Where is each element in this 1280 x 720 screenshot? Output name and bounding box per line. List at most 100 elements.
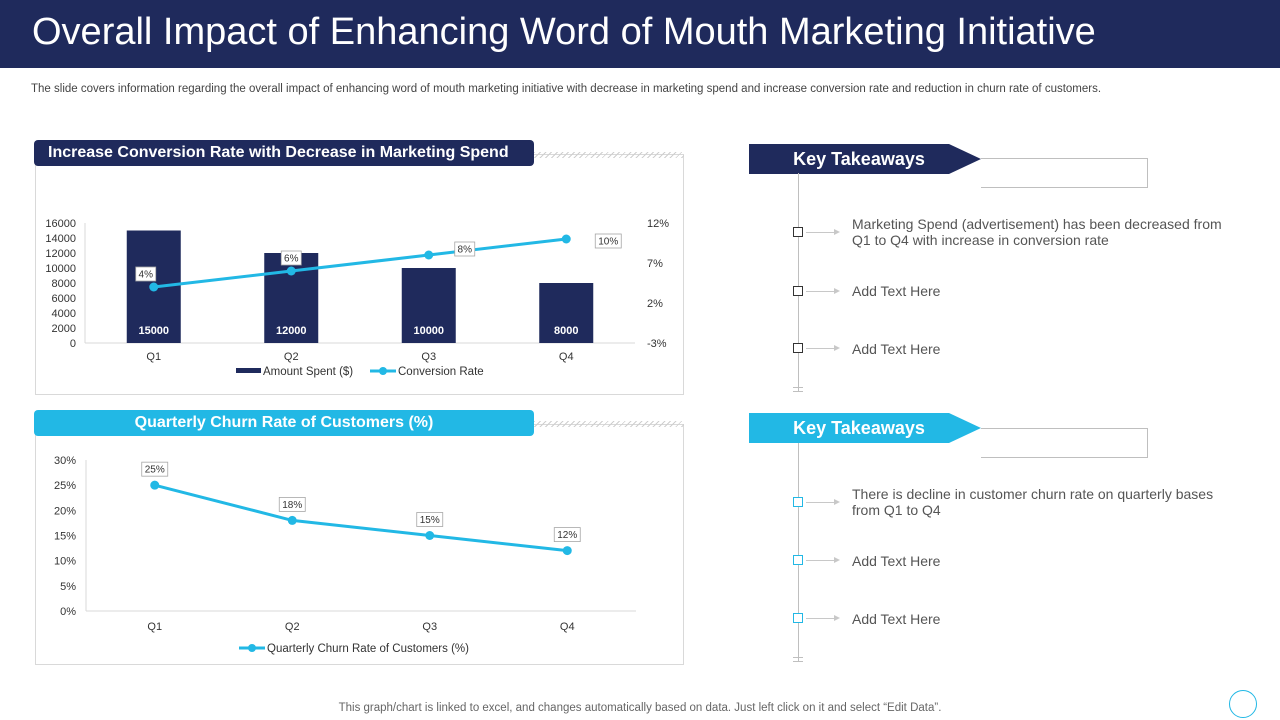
legend-label-conversion: Conversion Rate <box>398 366 484 378</box>
takeaways-2-bullet <box>793 613 803 623</box>
y-tick-label: 0 <box>70 338 76 350</box>
takeaways-2-bullet <box>793 497 803 507</box>
churn-data-label: 18% <box>282 500 302 511</box>
churn-rate-line <box>154 483 568 553</box>
conversion-data-label: 10% <box>598 237 618 248</box>
arrow-right-icon <box>806 288 840 294</box>
takeaways-1-bullet <box>793 343 803 353</box>
y-tick-label: 5% <box>60 581 76 593</box>
x-tick-label: Q1 <box>147 621 162 633</box>
churn-data-label: 15% <box>420 515 440 526</box>
conversion-point <box>149 282 159 292</box>
bar-value-label: 10000 <box>413 325 444 337</box>
page-subtitle: The slide covers information regarding t… <box>31 83 1102 95</box>
legend-marker-conversion <box>379 367 387 375</box>
churn-data-label: 12% <box>557 530 577 541</box>
takeaways-2-bullet <box>793 555 803 565</box>
bar <box>539 283 594 343</box>
takeaways-1-end-tick <box>793 387 803 388</box>
arrow-right-icon <box>806 615 840 621</box>
conversion-rate-line <box>153 237 567 289</box>
x-tick-label: Q3 <box>421 351 436 363</box>
x-tick-label: Q4 <box>560 621 575 633</box>
legend-swatch-amount <box>236 368 261 373</box>
legend-label-amount: Amount Spent ($) <box>263 366 353 378</box>
takeaways-2-frame <box>981 428 1148 458</box>
bar <box>401 268 456 343</box>
legend-marker-churn <box>248 644 256 652</box>
takeaways-2-connector <box>798 443 799 661</box>
x-tick-label: Q2 <box>285 621 300 633</box>
churn-data-label-box <box>416 512 444 527</box>
combo-chart: 0 2000 4000 6000 8000 10000 12000 14000 16000 -3%… <box>45 218 669 378</box>
churn-point <box>425 531 435 540</box>
y2-tick-label: 7% <box>647 258 663 270</box>
y-tick-label: 6000 <box>52 293 76 305</box>
conversion-point <box>561 234 571 244</box>
legend-label-churn: Quarterly Churn Rate of Customers (%) <box>267 643 469 655</box>
circle-icon <box>1229 690 1257 718</box>
x-tick-label: Q1 <box>146 351 161 363</box>
takeaways-2-end-tick <box>793 661 803 662</box>
takeaways-2-item-3: Add Text Here <box>852 611 941 627</box>
takeaways-1-bullet <box>793 286 803 296</box>
chart-2-title: Quarterly Churn Rate of Customers (%) <box>34 410 534 436</box>
conversion-data-label: 4% <box>139 270 154 281</box>
takeaways-2-heading: Key Takeaways <box>749 413 981 443</box>
conversion-point <box>424 250 434 260</box>
y-tick-label: 16000 <box>45 218 76 230</box>
takeaways-1-heading: Key Takeaways <box>749 144 981 174</box>
churn-data-label-box <box>278 497 306 512</box>
page-title: Overall Impact of Enhancing Word of Mout… <box>32 11 1096 53</box>
takeaways-2-item-1: There is decline in customer churn rate … <box>852 486 1214 518</box>
x-tick-label: Q3 <box>422 621 437 633</box>
bar-value-label: 12000 <box>276 325 307 337</box>
x-tick-label: Q2 <box>284 351 299 363</box>
churn-data-label-box <box>141 461 169 477</box>
conversion-data-label-box <box>454 241 476 257</box>
churn-data-label-box <box>553 527 581 542</box>
y-tick-label: 15% <box>54 531 76 543</box>
churn-data-label: 25% <box>145 465 165 476</box>
y-tick-label: 14000 <box>45 233 76 245</box>
conversion-point <box>286 266 296 276</box>
bar-value-label: 8000 <box>554 325 578 337</box>
churn-line-chart: 0% 5% 10% 15% 20% 25% 30% Q1 Q2 Q3 Q4 25% 18% 15% 12% Q… <box>54 455 636 655</box>
arrow-right-icon <box>806 499 840 505</box>
churn-point <box>287 515 297 525</box>
arrow-right-icon <box>806 557 840 563</box>
conversion-data-label-box <box>594 233 622 249</box>
y-tick-label: 25% <box>54 480 76 492</box>
takeaways-1-item-2: Add Text Here <box>852 283 941 299</box>
title-bar: Overall Impact of Enhancing Word of Mout… <box>0 0 1280 68</box>
y-tick-label: 2000 <box>52 323 76 335</box>
y-tick-label: 12000 <box>45 248 76 260</box>
takeaways-2-item-2: Add Text Here <box>852 553 941 569</box>
x-tick-label: Q4 <box>559 351 574 363</box>
footer-note: This graph/chart is linked to excel, and… <box>338 702 942 714</box>
chart-1-header-hatch <box>534 152 684 158</box>
takeaways-1-bullet <box>793 227 803 237</box>
y-tick-label: 10000 <box>45 263 76 275</box>
chart-2-header-hatch <box>534 421 684 427</box>
y-tick-label: 0% <box>60 606 76 618</box>
conversion-data-label-box <box>135 266 157 282</box>
y2-tick-label: 2% <box>647 298 663 310</box>
takeaways-2-end-tick <box>793 657 803 658</box>
y2-tick-label: -3% <box>647 338 667 350</box>
conversion-data-label-box <box>280 250 302 266</box>
y2-tick-label: 12% <box>647 218 669 230</box>
takeaways-1-connector <box>798 173 799 391</box>
churn-point <box>562 546 572 556</box>
takeaways-1-item-3: Add Text Here <box>852 341 941 357</box>
chart-1-title: Increase Conversion Rate with Decrease i… <box>34 140 534 166</box>
y-tick-label: 30% <box>54 455 76 467</box>
conversion-data-label: 8% <box>458 245 473 256</box>
arrow-right-icon <box>806 345 840 351</box>
conversion-data-label: 6% <box>284 254 299 265</box>
y-tick-label: 10% <box>54 556 76 568</box>
takeaways-1-frame <box>981 158 1148 188</box>
takeaways-1-end-tick <box>793 391 803 392</box>
y-tick-label: 4000 <box>52 308 76 320</box>
takeaways-1-item-1: Marketing Spend (advertisement) has been… <box>852 216 1222 248</box>
